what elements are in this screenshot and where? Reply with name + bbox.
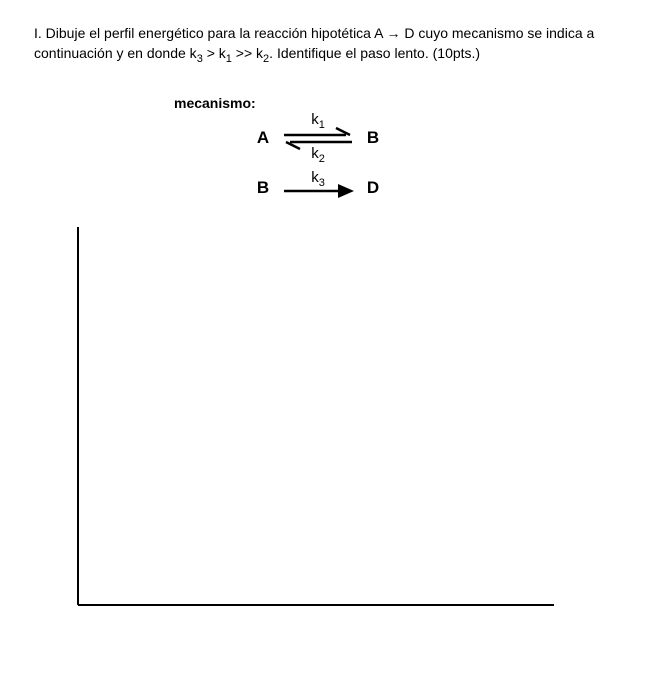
- k1-label: k1: [311, 111, 325, 131]
- species-b2: B: [252, 178, 274, 198]
- k2-base: k: [311, 145, 319, 162]
- question-text: I. Dibuje el perfil energético para la r…: [34, 24, 613, 67]
- mechanism-block: mecanismo: A k1 k2 B B: [174, 95, 613, 209]
- k3-sub: 3: [319, 177, 325, 189]
- forward-arrow: k3: [278, 167, 358, 209]
- species-d: D: [362, 178, 384, 198]
- k2-sub: 2: [319, 153, 325, 165]
- q-gt: > k: [203, 45, 226, 61]
- k1-sub: 1: [319, 119, 325, 131]
- q-much-gt: >> k: [232, 45, 263, 61]
- k1-base: k: [311, 111, 319, 128]
- axes-icon: [76, 227, 556, 607]
- species-b: B: [362, 128, 384, 148]
- mechanism-step-2: B k3 D: [252, 167, 613, 209]
- mechanism-title: mecanismo:: [174, 95, 613, 111]
- k2-label: k2: [311, 145, 325, 165]
- equilibrium-arrow: k1 k2: [278, 117, 358, 159]
- k3-base: k: [311, 169, 319, 186]
- species-a: A: [252, 128, 274, 148]
- energy-profile-axes: [76, 227, 556, 607]
- k3-label: k3: [311, 169, 325, 189]
- mechanism-rows: A k1 k2 B B k3: [252, 117, 613, 209]
- mechanism-step-1: A k1 k2 B: [252, 117, 613, 159]
- q-suffix: . Identifique el paso lento. (10pts.): [269, 45, 480, 61]
